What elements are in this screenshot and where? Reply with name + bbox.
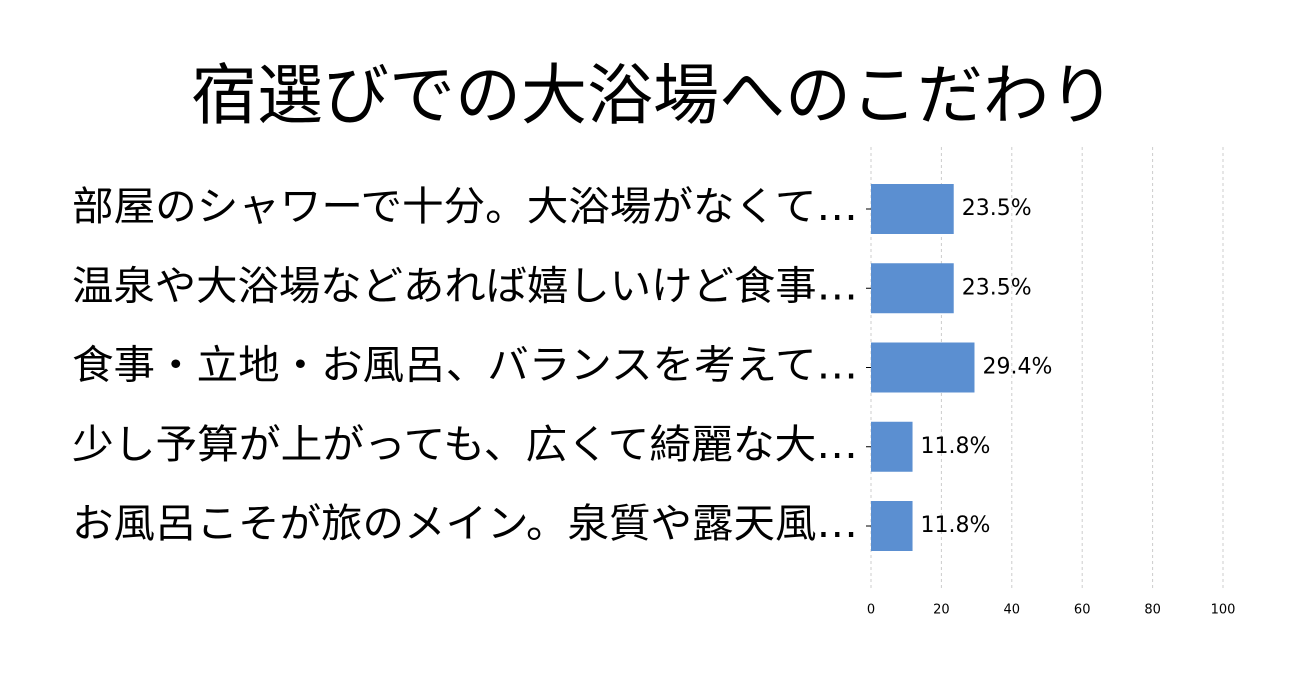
x-axis-ticks: 0 20 40 60 80 100 bbox=[867, 603, 1236, 618]
bar bbox=[871, 263, 954, 314]
bars bbox=[866, 184, 975, 551]
x-tick-label: 60 bbox=[1074, 603, 1091, 618]
bar bbox=[871, 184, 954, 234]
value-label: 11.8% bbox=[921, 434, 991, 459]
value-label: 23.5% bbox=[962, 275, 1032, 300]
chart-title: 宿選びでの大浴場へのこだわり bbox=[191, 57, 1115, 134]
x-tick-label: 20 bbox=[933, 603, 950, 618]
x-tick-label: 80 bbox=[1144, 603, 1161, 618]
category-labels: 部屋のシャワーで十分。大浴場がなくて… 温泉や大浴場などあれば嬉しいけど食事… 食事… bbox=[72, 184, 858, 547]
category-label: 少し予算が上がっても、広くて綺麗な大… bbox=[72, 422, 858, 468]
value-label: 23.5% bbox=[962, 196, 1032, 221]
x-tick-label: 40 bbox=[1004, 603, 1021, 618]
value-labels: 23.5% 23.5% 29.4% 11.8% 11.8% bbox=[921, 196, 1053, 538]
category-label: 部屋のシャワーで十分。大浴場がなくて… bbox=[72, 184, 858, 230]
bar bbox=[871, 342, 975, 393]
category-label: 食事・立地・お風呂、バランスを考えて… bbox=[72, 343, 858, 389]
x-tick-label: 0 bbox=[867, 603, 875, 618]
category-label: 温泉や大浴場などあれば嬉しいけど食事… bbox=[72, 263, 858, 309]
category-label: お風呂こそが旅のメイン。泉質や露天風… bbox=[72, 501, 858, 547]
value-label: 11.8% bbox=[921, 513, 991, 538]
value-label: 29.4% bbox=[982, 355, 1052, 380]
bar bbox=[871, 501, 913, 551]
x-tick-label: 100 bbox=[1211, 603, 1236, 618]
bar bbox=[871, 421, 913, 472]
